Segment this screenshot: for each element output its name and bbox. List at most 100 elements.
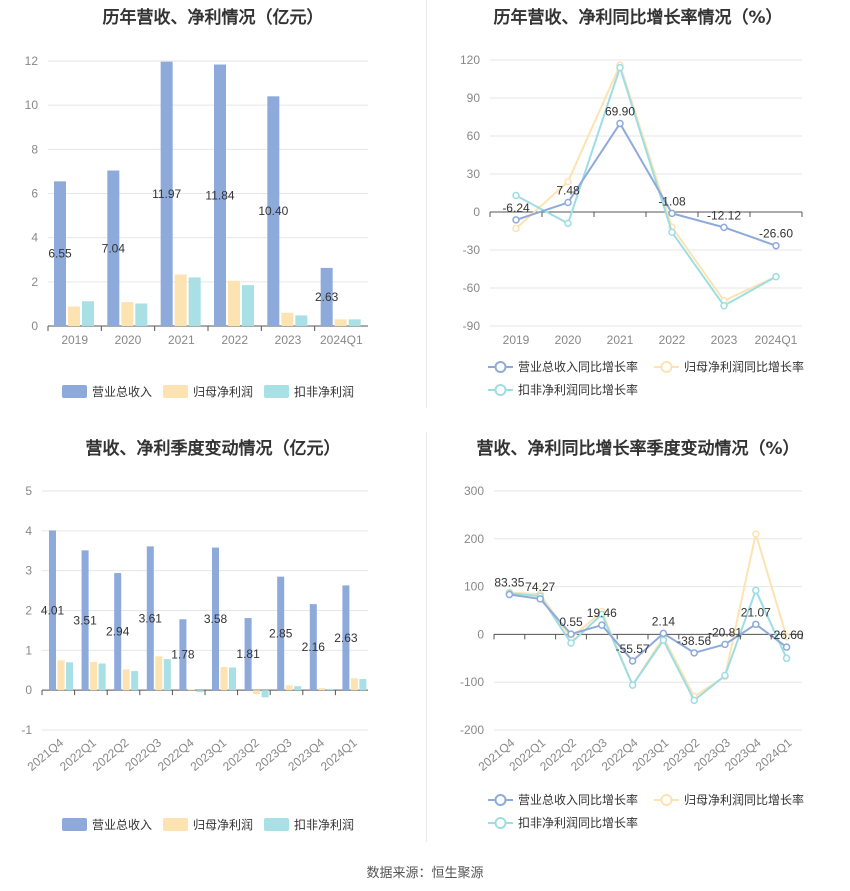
chart-title: 历年营收、净利情况（亿元） — [102, 8, 324, 28]
y-tick-label: 10 — [25, 98, 39, 112]
bar-1 — [122, 669, 130, 691]
bar-2 — [295, 315, 308, 326]
series-point-0 — [616, 119, 624, 128]
bar-2 — [82, 301, 94, 326]
data-label: 3.51 — [73, 613, 97, 627]
series-point-2 — [690, 696, 698, 705]
bar-2 — [229, 667, 236, 691]
series-point-2 — [512, 191, 520, 200]
y-tick-label: 0 — [25, 683, 32, 697]
bar-0 — [214, 64, 226, 327]
bar-1 — [281, 312, 294, 326]
bar-0 — [179, 619, 187, 691]
chart-title: 营收、净利季度变动情况（亿元） — [85, 439, 341, 459]
legend-label: 扣非净利润同比增长率 — [518, 815, 638, 830]
data-label: 83.35 — [494, 576, 524, 590]
chart-title: 营收、净利同比增长率季度变动情况（%） — [476, 439, 800, 459]
bar-1 — [334, 319, 347, 326]
x-tick-label: 2020 — [115, 333, 142, 347]
y-tick-label: 90 — [467, 91, 481, 105]
data-label: 7.04 — [102, 241, 126, 255]
y-tick-label: -100 — [460, 675, 484, 689]
series-point-2 — [564, 219, 572, 228]
legend-label: 营业总收入 — [92, 385, 152, 399]
series-point-0 — [720, 223, 728, 232]
x-tick-label: 2019 — [503, 333, 530, 347]
bar-1 — [228, 280, 240, 326]
bar-0 — [107, 170, 120, 326]
data-label: 2.85 — [269, 626, 293, 640]
data-label: 10.40 — [258, 204, 288, 218]
data-label: -26.60 — [759, 227, 793, 241]
bar-1 — [350, 678, 358, 691]
bar-1 — [121, 302, 134, 326]
y-tick-label: 0 — [477, 627, 484, 641]
annual-bar-panel: 历年营收、净利情况（亿元） 0 2 4 6 8 10 12 2019 2020 2021 2022 2… — [0, 0, 426, 410]
bar-0 — [267, 96, 280, 326]
series-point-1 — [564, 177, 572, 186]
bar-0 — [277, 576, 285, 691]
series-point-2 — [782, 654, 791, 663]
bar-1 — [187, 689, 195, 691]
data-label: 11.97 — [152, 187, 181, 201]
series-point-0 — [772, 241, 780, 250]
data-label: 2.63 — [315, 290, 339, 304]
series-point-2 — [659, 636, 668, 644]
data-label: -6.24 — [502, 201, 530, 215]
series-point-2 — [598, 610, 606, 619]
y-tick-label: 0 — [473, 205, 480, 219]
annual-growth-panel: 历年营收、净利同比增长率情况（%） -90 -60 -30 0 30 60 90 120 201… — [426, 0, 850, 410]
y-tick-label: 100 — [464, 580, 484, 594]
panel-divider — [426, 0, 427, 408]
legend-label: 营业总收入 — [92, 818, 152, 832]
bar-1 — [90, 661, 98, 691]
series-point-0 — [628, 657, 637, 665]
data-label: 4.01 — [41, 603, 65, 617]
series-point-2 — [720, 301, 728, 310]
x-tick-label: 2022 — [221, 333, 248, 347]
quarterly-growth-chart: -200-10001002003002021Q42022Q12022Q22022… — [460, 484, 804, 830]
series-point-2 — [668, 228, 676, 237]
series-point-0 — [536, 595, 544, 603]
legend-marker-2 — [494, 817, 507, 829]
bar-0 — [320, 267, 333, 326]
y-tick-label: 12 — [25, 54, 39, 68]
legend-swatch-0 — [62, 818, 87, 831]
y-tick-label: -1 — [21, 723, 32, 737]
series-line-2 — [515, 64, 777, 308]
series-point-1 — [752, 530, 760, 538]
y-tick-label: 200 — [464, 532, 484, 546]
panel-divider-lower — [426, 432, 427, 842]
y-tick-label: 30 — [467, 167, 481, 181]
x-tick-label: 2024Q1 — [318, 735, 360, 773]
bar-2 — [188, 277, 201, 326]
x-tick-label: 2021 — [607, 333, 634, 347]
legend-label: 营业总收入同比增长率 — [518, 792, 638, 807]
bar-2 — [131, 671, 139, 691]
bar-0 — [309, 604, 317, 691]
legend-marker-1 — [660, 361, 673, 373]
bar-1 — [174, 274, 187, 326]
chart-title: 历年营收、净利同比增长率情况（%） — [493, 8, 783, 28]
series-point-0 — [782, 643, 791, 651]
series-line-1 — [515, 62, 777, 302]
legend-swatch-2 — [264, 818, 289, 831]
x-tick-label: 2024Q1 — [755, 333, 798, 347]
data-label: 1.78 — [171, 648, 195, 662]
y-tick-label: 4 — [25, 524, 32, 538]
x-tick-label: 2023 — [711, 333, 738, 347]
series-line-2 — [509, 587, 788, 702]
y-tick-label: 0 — [31, 319, 38, 333]
quarterly-bar-chart: -10123452021Q42022Q12022Q22022Q32022Q420… — [21, 484, 368, 832]
bar-2 — [326, 688, 334, 691]
series-point-2 — [721, 671, 729, 680]
x-tick-label: 2022 — [659, 333, 686, 347]
data-label: 21.07 — [741, 605, 771, 619]
x-tick-label: 2024Q1 — [320, 333, 363, 347]
y-tick-label: 60 — [467, 129, 481, 143]
bar-2 — [359, 679, 367, 691]
bar-2 — [98, 663, 106, 691]
bar-2 — [348, 319, 361, 326]
bar-1 — [285, 685, 293, 691]
series-point-0 — [505, 590, 514, 599]
